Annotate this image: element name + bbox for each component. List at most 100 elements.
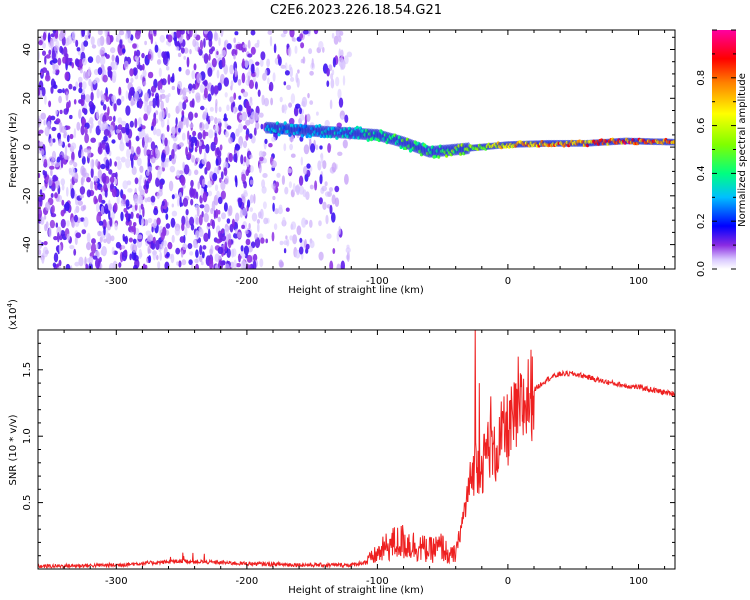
heatmap-cell	[104, 190, 108, 198]
heatmap-cell	[86, 177, 91, 183]
heatmap-cell	[213, 209, 217, 220]
heatmap-cell	[132, 43, 137, 49]
heatmap-cell	[227, 239, 232, 249]
heatmap-cell	[105, 54, 110, 59]
heatmap-cell	[208, 129, 214, 139]
heatmap-cell	[247, 39, 251, 49]
heatmap-cell	[190, 223, 195, 231]
heatmap-cell	[171, 210, 178, 217]
heatmap-cell	[183, 164, 190, 175]
heatmap-cell	[131, 157, 134, 169]
heatmap-cell	[318, 197, 323, 205]
heatmap-cell	[223, 64, 228, 75]
heatmap-cell	[331, 32, 335, 39]
heatmap-cell	[338, 57, 345, 68]
heatmap-cell	[198, 214, 203, 226]
heatmap-cell	[259, 258, 264, 268]
heatmap-cell	[55, 222, 58, 228]
heatmap-cell	[152, 236, 156, 244]
heatmap-cell	[292, 234, 298, 245]
heatmap-cell	[207, 30, 213, 42]
spectrogram-heatmap	[38, 30, 675, 269]
heatmap-cell	[158, 67, 162, 78]
heatmap-cell	[80, 165, 85, 176]
heatmap-cell	[209, 106, 214, 112]
heatmap-cell	[237, 79, 242, 86]
heatmap-cell	[83, 148, 89, 153]
heatmap-cell	[183, 55, 186, 60]
heatmap-cell	[298, 246, 304, 255]
heatmap-cell	[257, 89, 261, 97]
heatmap-cell	[96, 109, 99, 120]
heatmap-cell	[325, 214, 329, 225]
heatmap-cell	[105, 35, 111, 46]
heatmap-cell	[219, 144, 223, 151]
heatmap-cell	[141, 128, 146, 136]
heatmap-cell	[42, 50, 46, 56]
heatmap-cell	[305, 243, 310, 250]
heatmap-cell	[332, 57, 336, 68]
heatmap-cell	[39, 189, 43, 196]
heatmap-cell	[109, 176, 115, 184]
heatmap-cell	[240, 245, 244, 252]
heatmap-cell	[210, 141, 216, 152]
heatmap-cell	[59, 109, 63, 115]
heatmap-cell	[51, 126, 57, 132]
heatmap-cell	[285, 235, 288, 240]
colorbar-label: Normalized spectral amplitude	[737, 73, 748, 227]
heatmap-cell	[75, 39, 79, 48]
heatmap-cell	[156, 97, 160, 108]
heatmap-cell	[125, 77, 129, 84]
heatmap-cell	[224, 263, 230, 269]
heatmap-cell	[338, 225, 341, 235]
heatmap-cell	[96, 251, 100, 258]
heatmap-cell	[115, 171, 118, 179]
heatmap-cell	[152, 249, 157, 261]
heatmap-cell	[139, 64, 143, 71]
heatmap-cell	[105, 96, 110, 102]
heatmap-cell	[59, 30, 65, 39]
heatmap-cell	[85, 263, 89, 269]
heatmap-cell	[130, 211, 134, 219]
heatmap-cell	[209, 248, 213, 255]
heatmap-cell	[80, 177, 84, 186]
heatmap-cell	[330, 73, 334, 80]
heatmap-cell	[267, 77, 270, 85]
heatmap-cell	[161, 152, 166, 163]
heatmap-cell	[326, 67, 330, 77]
heatmap-cell	[181, 110, 185, 116]
heatmap-cell	[133, 264, 138, 269]
heatmap-cell	[40, 216, 45, 225]
heatmap-cell	[289, 30, 295, 38]
heatmap-cell	[284, 62, 288, 72]
heatmap-cell	[187, 243, 193, 250]
heatmap-cell	[292, 183, 296, 193]
heatmap-cell	[79, 194, 85, 199]
heatmap-cell	[243, 156, 247, 163]
heatmap-cell	[75, 232, 81, 239]
heatmap-cell	[150, 85, 157, 93]
heatmap-cell	[202, 191, 208, 203]
heatmap-cell	[234, 144, 241, 151]
heatmap-cell	[280, 33, 286, 38]
heatmap-cell	[243, 191, 248, 198]
heatmap-cell	[116, 195, 120, 205]
colorbar-tick-label: 0.6	[696, 118, 707, 134]
heatmap-cell	[215, 98, 218, 107]
heatmap-cell	[262, 201, 267, 210]
heatmap-cell	[83, 216, 89, 228]
heatmap-cell	[105, 145, 110, 155]
heatmap-cell	[287, 168, 292, 174]
heatmap-cell	[340, 49, 344, 58]
heatmap-cell	[288, 117, 295, 125]
heatmap-cell	[134, 198, 139, 206]
heatmap-cell	[103, 226, 106, 236]
heatmap-cell	[279, 96, 283, 103]
heatmap-cell	[70, 187, 75, 199]
heatmap-cell	[266, 58, 270, 68]
heatmap-cell	[148, 255, 152, 264]
heatmap-cell	[47, 32, 51, 43]
heatmap-cell	[164, 144, 170, 156]
heatmap-cell	[289, 235, 293, 241]
heatmap-cell	[167, 34, 173, 43]
